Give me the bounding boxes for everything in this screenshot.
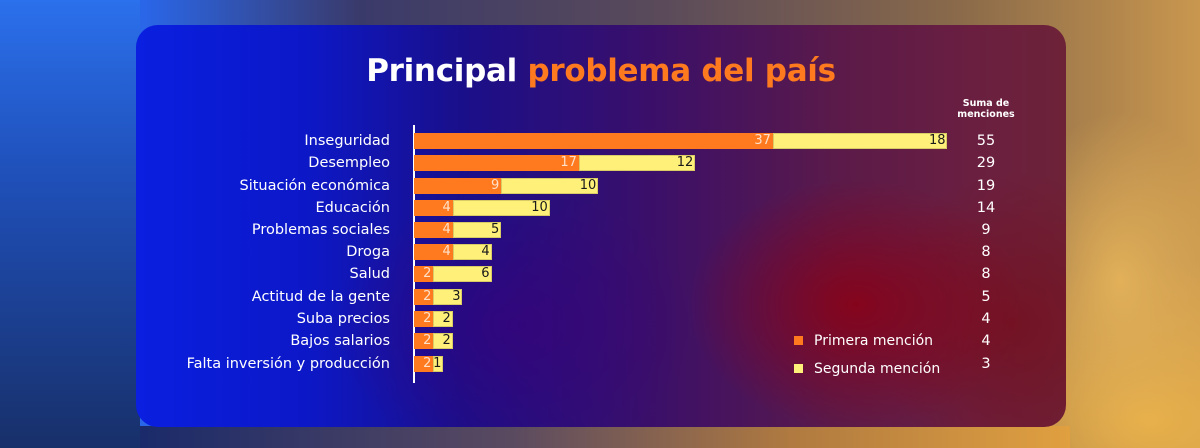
category-label: Bajos salarios: [290, 333, 390, 349]
legend: Primera mención Segunda mención: [792, 327, 940, 383]
table-row: Actitud de la gente 2 3 5: [136, 288, 1066, 306]
title-accent: problema del país: [527, 53, 836, 89]
bar-value: 2: [423, 266, 432, 281]
category-label: Suba precios: [296, 311, 390, 327]
totals-header: Suma de menciones: [957, 98, 1015, 120]
bar-value: 2: [442, 333, 451, 348]
total-value: 5: [981, 289, 991, 305]
bar-segunda: 12: [578, 155, 696, 171]
bar-value: 12: [676, 155, 694, 170]
total-value: 55: [976, 133, 996, 149]
title-plain: Principal: [366, 53, 517, 89]
category-label: Situación económica: [239, 178, 390, 194]
bar-value: 1: [433, 356, 442, 371]
table-row: Problemas sociales 4 5 9: [136, 221, 1066, 239]
bar-value: 4: [442, 244, 451, 259]
bar-segunda: 3: [433, 289, 463, 305]
table-row: Inseguridad 37 18 55: [136, 132, 1066, 150]
bar-value: 4: [481, 244, 490, 259]
total-value: 4: [981, 311, 991, 327]
bar-primera: 4: [414, 244, 453, 260]
background-bottom-strip: [140, 426, 1070, 448]
bar-value: 5: [491, 222, 500, 237]
bar-value: 17: [560, 155, 577, 170]
bar-value: 18: [928, 133, 946, 148]
bar-value: 2: [423, 356, 432, 371]
bar-value: 2: [442, 311, 451, 326]
table-row: Salud 2 6 8: [136, 265, 1066, 283]
table-row: Droga 4 4 8: [136, 243, 1066, 261]
bar-value: 6: [481, 266, 490, 281]
bar-value: 10: [531, 200, 548, 215]
bar-primera: 17: [414, 155, 579, 171]
bar-primera: 2: [414, 356, 434, 372]
bar-segunda: 2: [433, 311, 453, 327]
total-value: 3: [981, 356, 991, 372]
bar-segunda: 2: [433, 333, 453, 349]
bar-value: 3: [452, 289, 461, 304]
chart-panel: Principal problema del país Suma de menc…: [136, 25, 1066, 427]
table-row: Bajos salarios 2 2 4: [136, 332, 1066, 350]
bar-value: 4: [442, 200, 451, 215]
chart-title: Principal problema del país: [136, 53, 1066, 89]
bar-value: 2: [423, 289, 432, 304]
bar-value: 9: [491, 178, 500, 193]
bar-value: 4: [442, 222, 451, 237]
category-label: Desempleo: [308, 155, 390, 171]
bar-value: 10: [579, 178, 597, 193]
bar-segunda: 4: [452, 244, 492, 260]
bar-primera: 2: [414, 266, 434, 282]
category-label: Droga: [346, 244, 390, 260]
bar-primera: 9: [414, 178, 502, 194]
bar-primera: 2: [414, 289, 434, 305]
total-value: 29: [976, 155, 996, 171]
category-label: Educación: [315, 200, 390, 216]
table-row: Falta inversión y producción 2 1 3: [136, 355, 1066, 373]
bar-segunda: 5: [452, 222, 502, 238]
category-label: Falta inversión y producción: [186, 356, 390, 372]
bar-segunda: 10: [501, 178, 599, 194]
bar-value: 2: [423, 311, 432, 326]
total-value: 19: [976, 178, 996, 194]
bar-primera: 37: [414, 133, 773, 149]
table-row: Educación 4 10 14: [136, 199, 1066, 217]
legend-label: Primera mención: [814, 333, 934, 349]
legend-swatch-yellow: [794, 364, 803, 373]
bar-primera: 4: [414, 200, 453, 216]
bar-segunda: 10: [452, 200, 550, 216]
table-row: Suba precios 2 2 4: [136, 310, 1066, 328]
bar-segunda: 6: [433, 266, 492, 282]
legend-swatch-orange: [794, 336, 803, 345]
bar-segunda: 18: [772, 133, 948, 149]
legend-item-first: Primera mención: [792, 327, 940, 355]
category-label: Salud: [349, 266, 390, 282]
category-label: Actitud de la gente: [251, 289, 390, 305]
bar-primera: 4: [414, 222, 453, 238]
total-value: 14: [976, 200, 996, 216]
table-row: Situación económica 9 10 19: [136, 177, 1066, 195]
total-value: 8: [981, 244, 991, 260]
total-value: 8: [981, 266, 991, 282]
total-value: 4: [981, 333, 991, 349]
bar-value: 37: [754, 133, 771, 148]
total-value: 9: [981, 222, 991, 238]
category-label: Problemas sociales: [251, 222, 390, 238]
bar-value: 2: [423, 333, 432, 348]
bar-primera: 2: [414, 311, 434, 327]
bar-segunda: 1: [433, 356, 444, 372]
legend-item-second: Segunda mención: [792, 355, 940, 383]
category-label: Inseguridad: [304, 133, 390, 149]
table-row: Desempleo 17 12 29: [136, 154, 1066, 172]
legend-label: Segunda mención: [814, 361, 941, 377]
background-left-scene: [0, 0, 140, 448]
bar-primera: 2: [414, 333, 434, 349]
